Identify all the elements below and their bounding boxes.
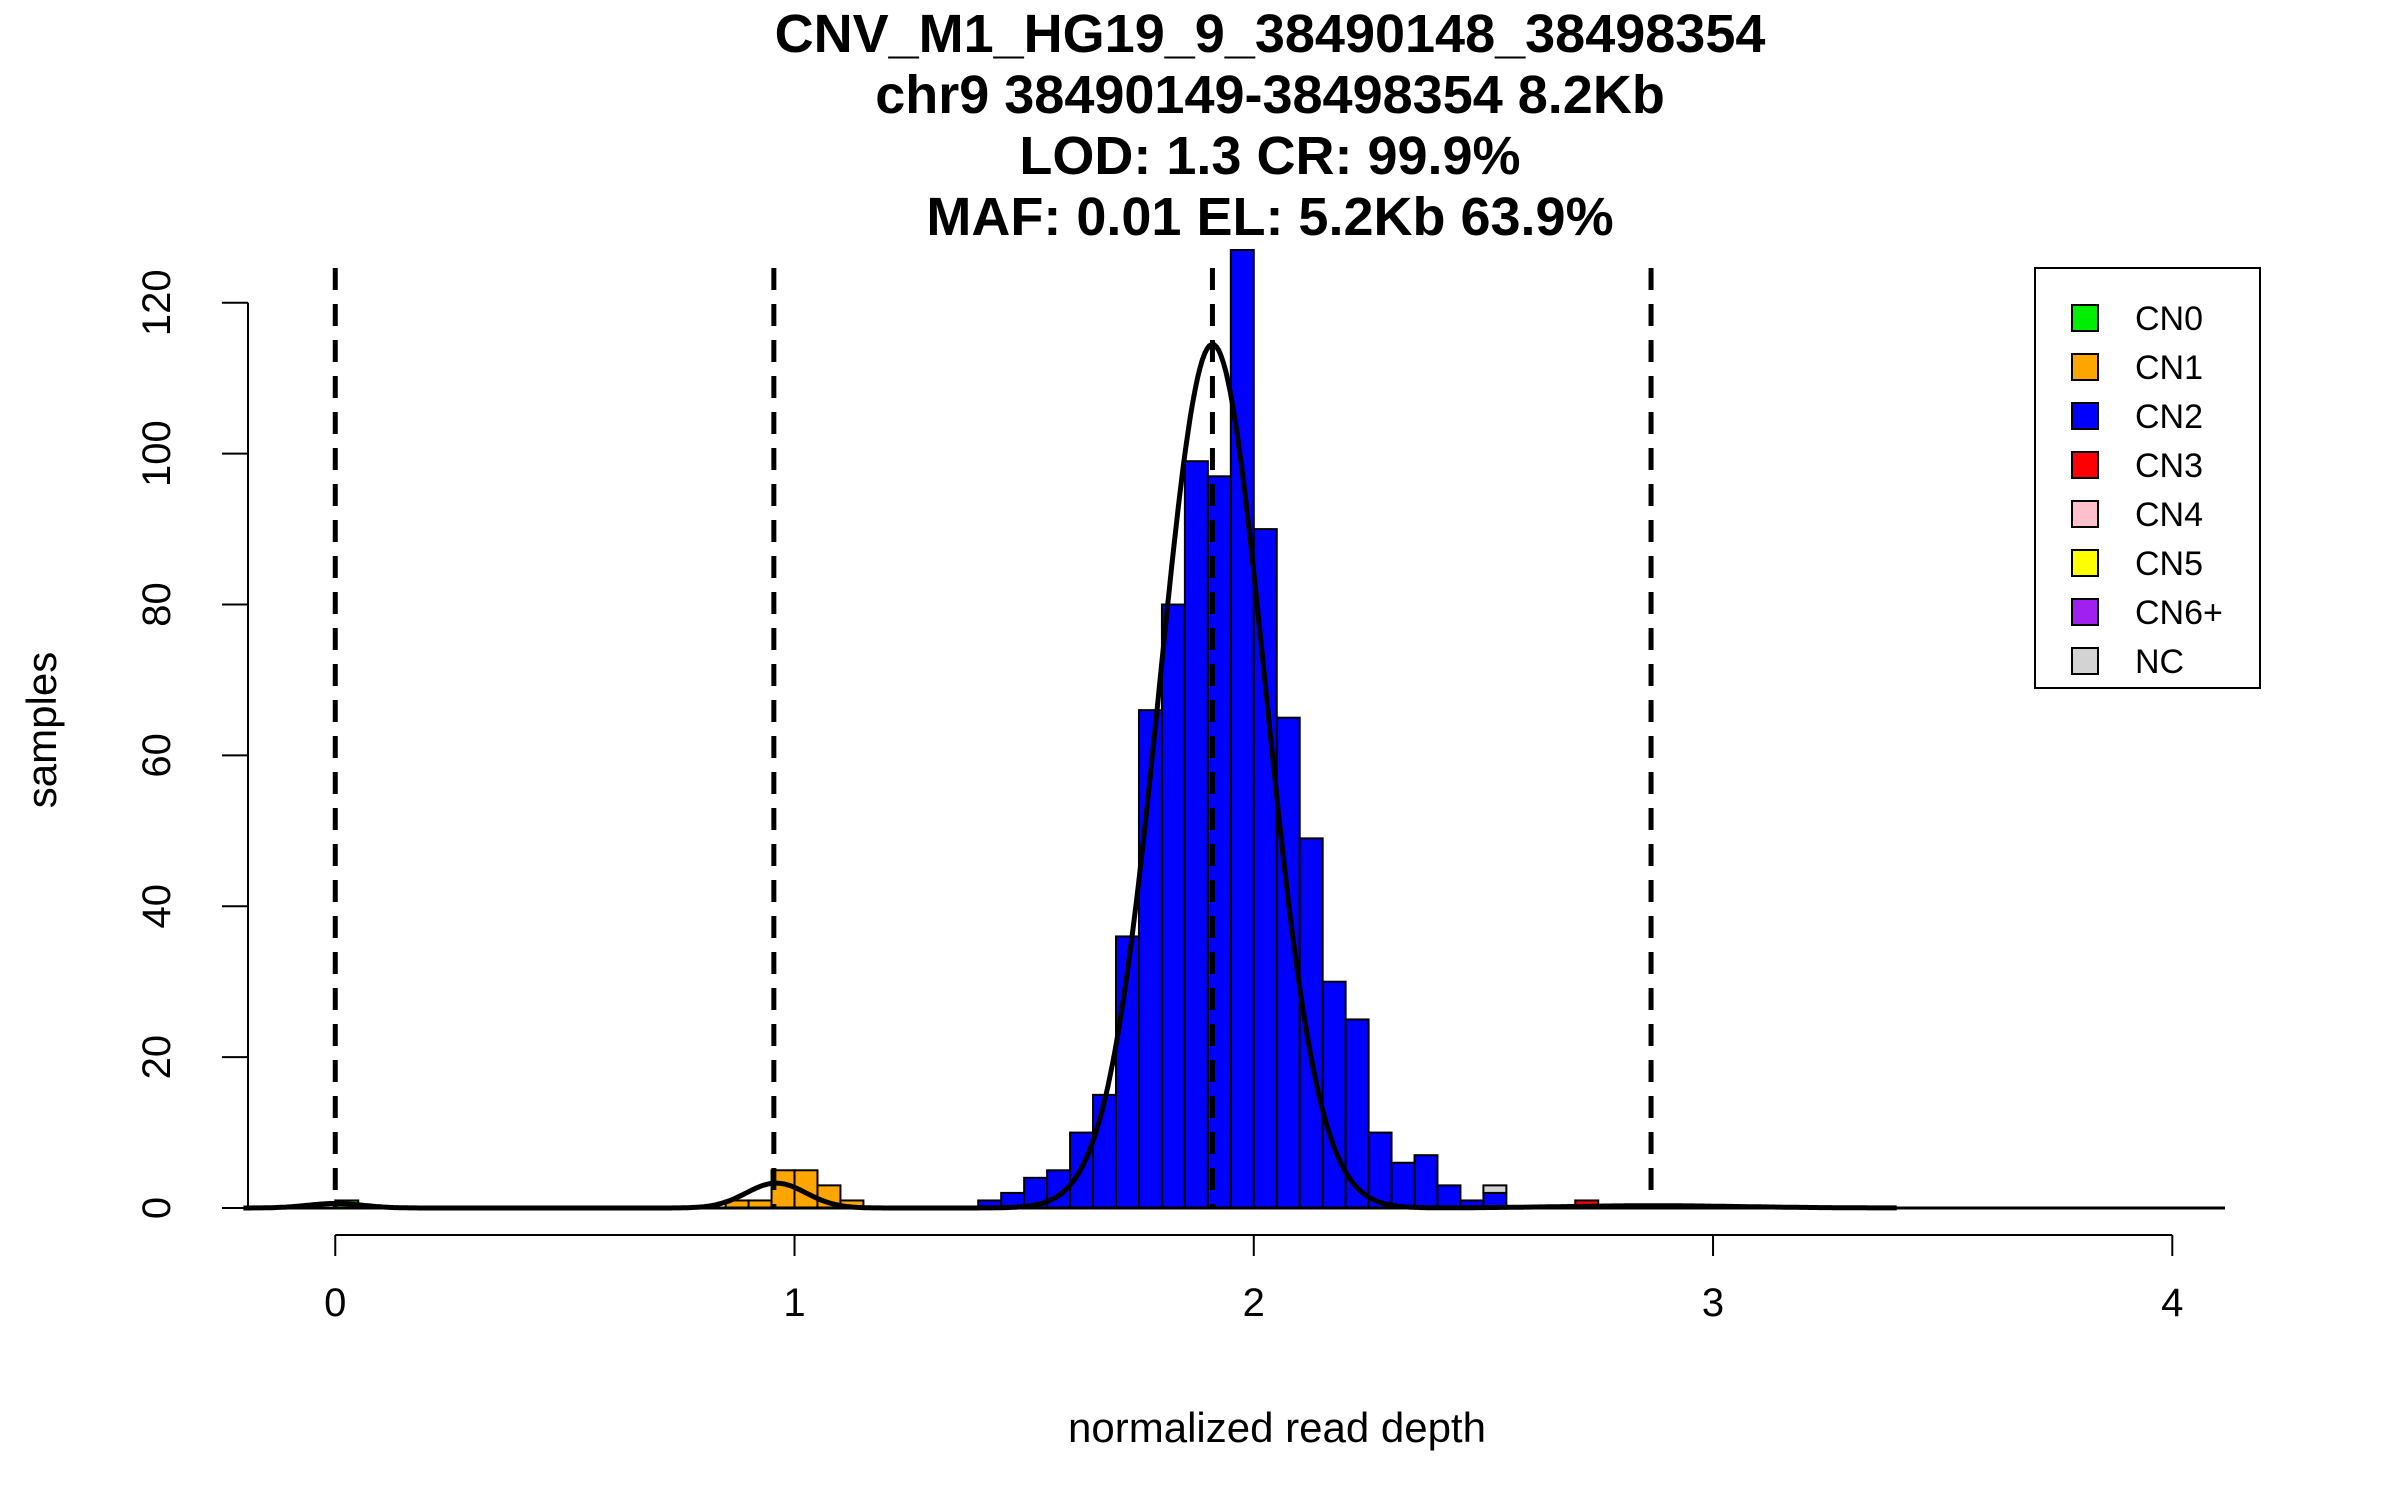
legend-swatch bbox=[2071, 647, 2099, 675]
y-tick-label: 0 bbox=[135, 1197, 179, 1219]
histogram-bar bbox=[1160, 603, 1186, 1209]
histogram-bar bbox=[1482, 1184, 1508, 1194]
legend-label: NC bbox=[2135, 643, 2184, 681]
y-tick-label: 100 bbox=[135, 420, 179, 487]
x-tick-label: 2 bbox=[1243, 1281, 1265, 1325]
histogram-bar bbox=[1092, 1093, 1117, 1209]
title-line-4: MAF: 0.01 EL: 5.2Kb 63.9% bbox=[926, 187, 1613, 247]
histogram-bar bbox=[1183, 460, 1209, 1209]
legend-label: CN3 bbox=[2135, 447, 2203, 485]
legend-swatch bbox=[2071, 549, 2099, 577]
y-tick-label: 40 bbox=[135, 884, 179, 929]
legend-label: CN0 bbox=[2135, 300, 2203, 338]
legend-swatch bbox=[2071, 304, 2099, 332]
title-line-3: LOD: 1.3 CR: 99.9% bbox=[1019, 126, 1520, 186]
histogram-bar bbox=[1252, 528, 1278, 1209]
y-axis-label: samples bbox=[18, 652, 65, 808]
x-axis-label: normalized read depth bbox=[1068, 1404, 1486, 1451]
legend-label: CN5 bbox=[2135, 545, 2203, 583]
legend: CN0 CN1 CN2 CN3 CN4 CN5 CN6+ NC bbox=[2034, 267, 2261, 689]
histogram-bar bbox=[1436, 1184, 1462, 1210]
histogram-bar bbox=[1229, 249, 1255, 1209]
y-tick-label: 120 bbox=[135, 269, 179, 336]
histogram-bar bbox=[1413, 1154, 1439, 1210]
copy-number-lines bbox=[332, 268, 1654, 1208]
legend-label: CN2 bbox=[2135, 398, 2203, 436]
y-tick-label: 60 bbox=[135, 733, 179, 778]
legend-swatch bbox=[2071, 451, 2099, 479]
histogram-bar bbox=[1321, 980, 1347, 1210]
x-tick-label: 0 bbox=[324, 1281, 346, 1325]
legend-label: CN6+ bbox=[2135, 594, 2223, 632]
y-tick-label: 80 bbox=[135, 582, 179, 627]
chart-title: CNV_M1_HG19_9_38490148_38498354 chr9 384… bbox=[775, 4, 1766, 247]
x-tick-label: 1 bbox=[783, 1281, 805, 1325]
title-line-2: chr9 38490149-38498354 8.2Kb bbox=[875, 65, 1665, 125]
title-line-1: CNV_M1_HG19_9_38490148_38498354 bbox=[775, 4, 1766, 64]
histogram-bar bbox=[1390, 1161, 1416, 1209]
legend-swatch bbox=[2071, 353, 2099, 381]
legend-label: CN4 bbox=[2135, 496, 2203, 534]
x-tick-label: 4 bbox=[2161, 1281, 2183, 1325]
legend-swatch bbox=[2071, 402, 2099, 430]
legend-swatch bbox=[2071, 598, 2099, 626]
legend-swatch bbox=[2071, 500, 2099, 528]
x-tick-label: 3 bbox=[1702, 1281, 1724, 1325]
legend-label: CN1 bbox=[2135, 349, 2203, 387]
histogram-bars bbox=[334, 249, 1600, 1210]
y-tick-label: 20 bbox=[135, 1035, 179, 1080]
